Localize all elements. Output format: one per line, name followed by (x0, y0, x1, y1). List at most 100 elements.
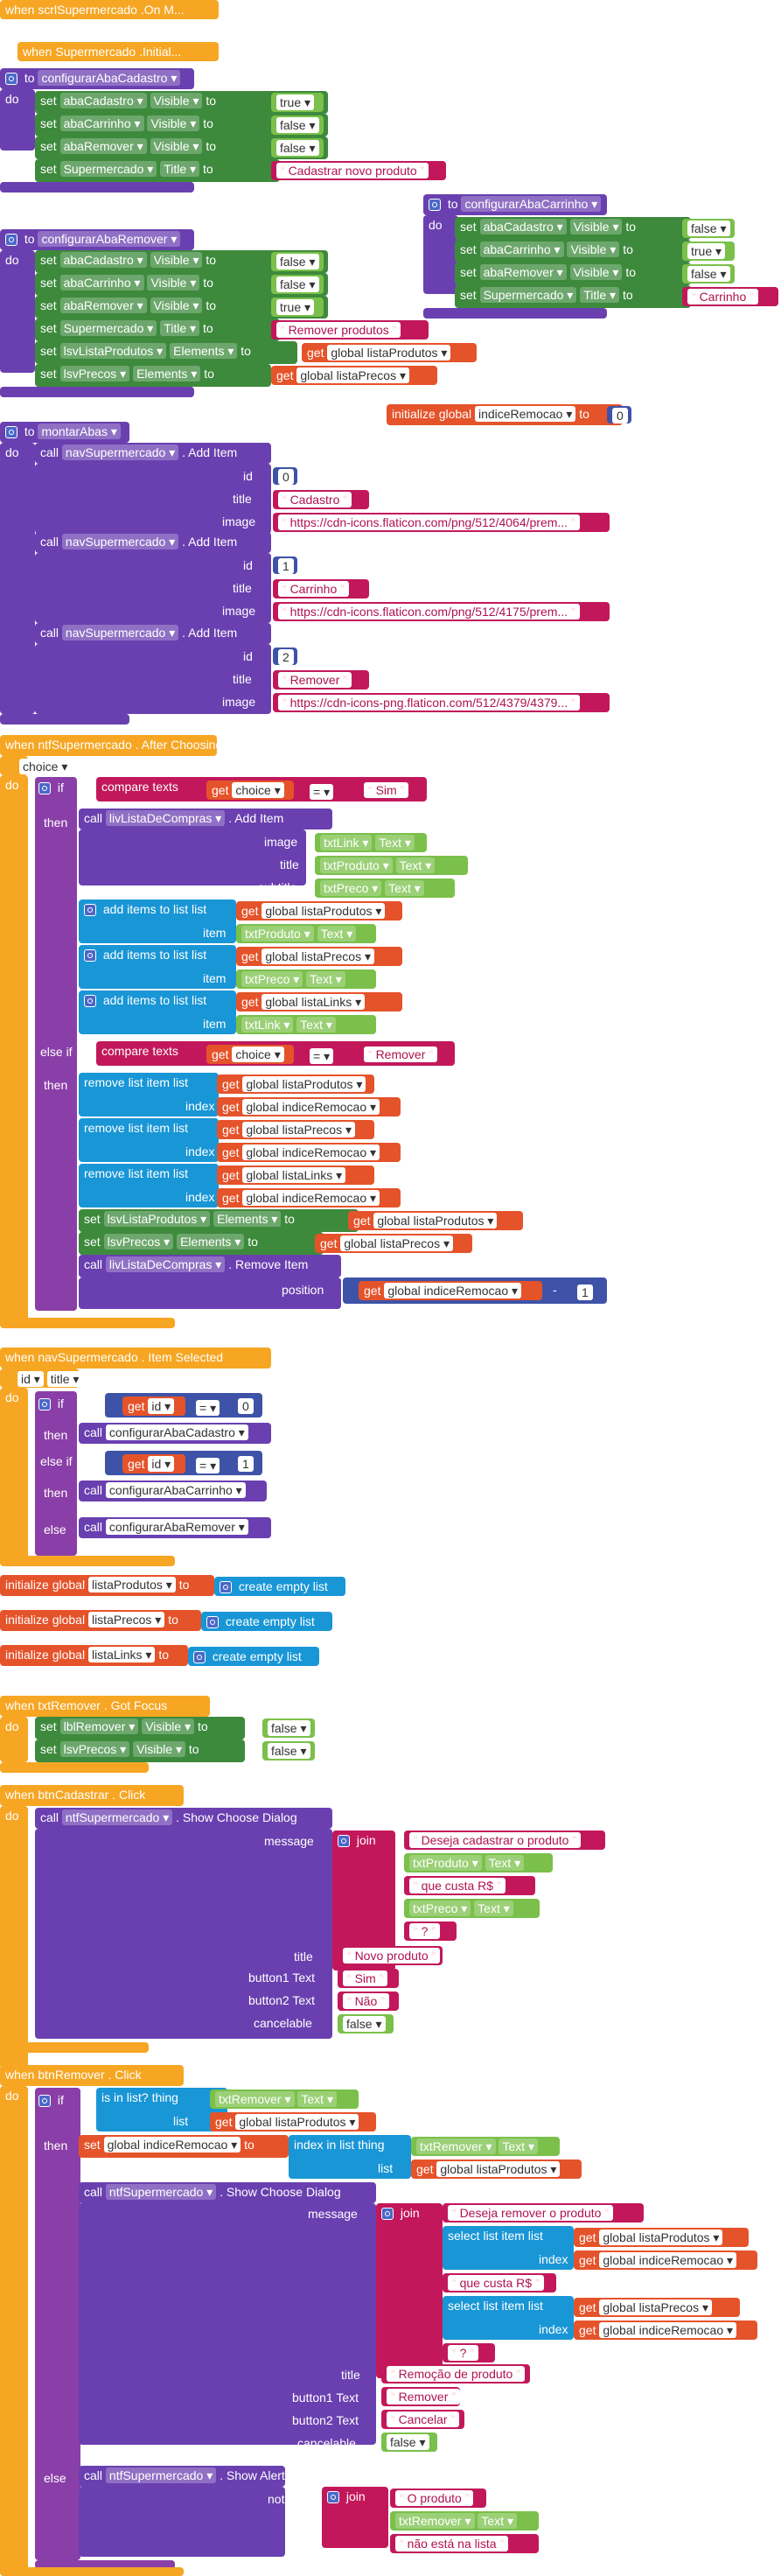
set-lsvListaProdutos-Elements[interactable]: set lsvListaProdutos ▾ Elements ▾ to (79, 1209, 359, 1232)
call-navSupermercado-AddItem[interactable]: call navSupermercado ▾ . Add Item (35, 532, 271, 553)
get-global-block[interactable]: get global listaLinks ▾ (217, 1166, 374, 1185)
remove-list-item-block[interactable]: remove list item list (79, 1164, 219, 1208)
get-global-block[interactable]: get global listaPrecos ▾ (271, 366, 437, 385)
procedure-configurarAbaRemover[interactable]: to configurarAbaRemover ▾ (0, 229, 194, 250)
url-string-block[interactable]: “ https://cdn-icons.flaticon.com/png/512… (273, 513, 610, 532)
get-global-block[interactable]: get global listaProdutos ▾ (302, 343, 477, 362)
create-empty-list[interactable]: create empty list (201, 1612, 332, 1631)
get-txtLink-Text[interactable]: txtLink ▾ Text ▾ (315, 833, 427, 852)
string-qm[interactable]: “ ? ” (443, 2343, 495, 2362)
get-global-block[interactable]: get global listaPrecos ▾ (315, 1234, 472, 1253)
event-btnCadastrar-Click[interactable]: when btnCadastrar . Click (0, 1785, 184, 1806)
get-txtProduto-Text[interactable]: txtProduto ▾ Text ▾ (315, 856, 468, 875)
false-value[interactable]: false ▾ (271, 116, 324, 135)
op-eq[interactable]: = ▾ (191, 1456, 227, 1474)
call-livListaDeCompras-RemoveItem[interactable]: call livListaDeCompras ▾ . Remove Item (79, 1255, 341, 1278)
add-items-to-list-block[interactable]: add items to list list (79, 945, 236, 989)
string-block[interactable]: “ Cadastro ” (273, 490, 369, 509)
initialize-global-indiceRemocao[interactable]: initialize global indiceRemocao ▾ to (387, 404, 623, 425)
get-id[interactable]: get id ▾ (122, 1454, 185, 1474)
op-eq[interactable]: = ▾ (191, 1398, 227, 1416)
string-nao[interactable]: “ Não ” (338, 1992, 399, 2011)
string-sim[interactable]: “ Sim ” (359, 780, 420, 800)
get-global-indiceRemocao[interactable]: get global indiceRemocao ▾ (217, 1143, 401, 1162)
select-list-item-block[interactable]: select list item list (443, 2226, 574, 2270)
get-global-block[interactable]: get global listaProdutos ▾ (236, 901, 402, 920)
call-ntfSupermercado-ShowChooseDialog[interactable]: call ntfSupermercado ▾ . Show Choose Dia… (79, 2182, 376, 2203)
string-o-produto[interactable]: “ O produto ” (390, 2488, 486, 2508)
procedure-configurarAbaCadastro[interactable]: to configurarAbaCadastro ▾ (0, 68, 194, 89)
set-Supermercado-Title-block[interactable]: set Supermercado ▾ Title ▾ to (35, 318, 280, 341)
set-Supermercado-Title-block[interactable]: set Supermercado ▾ Title ▾ to (35, 159, 280, 182)
event-txtRemover-GotFocus[interactable]: when txtRemover . Got Focus (0, 1696, 210, 1717)
is-in-list-block[interactable]: is in list? thing (96, 2088, 227, 2132)
set-abaCarrinho-Visible-block[interactable]: set abaCarrinho ▾ Visible ▾ to (455, 240, 691, 262)
false-value[interactable]: false ▾ (262, 1741, 315, 1760)
procedure-montarAbas[interactable]: to montarAbas ▾ (0, 422, 129, 443)
string-block[interactable]: “ Remover ” (273, 670, 369, 690)
op-eq[interactable]: = ▾ (304, 1046, 348, 1064)
create-empty-list[interactable]: create empty list (188, 1647, 319, 1666)
url-string-block[interactable]: “ https://cdn-icons-png.flaticon.com/512… (273, 693, 610, 712)
false-value[interactable]: false ▾ (682, 264, 735, 284)
initialize-global-list[interactable]: initialize global listaLinks ▾ to (0, 1645, 188, 1666)
string-sim[interactable]: “ Sim ” (338, 1969, 399, 1988)
set-abaCadastro-Visible-block[interactable]: set abaCadastro ▾ Visible ▾ to (455, 217, 691, 240)
get-global-indiceRemocao[interactable]: get global indiceRemocao ▾ (359, 1281, 542, 1300)
event-navSupermercado-ItemSelected[interactable]: when navSupermercado . Item Selected (0, 1348, 271, 1368)
number-1[interactable]: 1 (233, 1454, 255, 1472)
true-value[interactable]: true ▾ (682, 242, 735, 261)
call-configurarAbaCarrinho[interactable]: call configurarAbaCarrinho ▾ (79, 1480, 267, 1502)
string-msg1[interactable]: “ Deseja cadastrar o produto ” (404, 1830, 605, 1850)
false-value[interactable]: false ▾ (381, 2432, 437, 2452)
string-nao-esta[interactable]: “ não está na lista ” (390, 2534, 539, 2553)
get-global-indiceRemocao[interactable]: get global indiceRemocao ▾ (217, 1097, 401, 1116)
false-value[interactable]: false ▾ (338, 2014, 394, 2034)
string-custa[interactable]: “ que custa R$ ” (443, 2273, 556, 2292)
url-string-block[interactable]: “ https://cdn-icons.flaticon.com/png/512… (273, 602, 610, 621)
get-txtRemover-Text[interactable]: txtRemover ▾ Text ▾ (210, 2090, 359, 2109)
get-global-block[interactable]: get global listaProdutos ▾ (411, 2160, 582, 2179)
get-id[interactable]: get id ▾ (122, 1396, 185, 1416)
true-value[interactable]: true ▾ (271, 298, 324, 317)
get-comp-Text[interactable]: txtProduto ▾ Text ▾ (236, 924, 376, 943)
string-remover[interactable]: “ Remover ” (381, 2387, 460, 2406)
get-global-block[interactable]: get global listaPrecos ▾ (217, 1120, 374, 1139)
get-global-indiceRemocao[interactable]: get global indiceRemocao ▾ (574, 2320, 757, 2340)
op-eq[interactable]: = ▾ (304, 782, 348, 800)
set-lsvPrecos-Elements[interactable]: set lsvPrecos ▾ Elements ▾ to (35, 364, 271, 387)
procedure-configurarAbaCarrinho[interactable]: to configurarAbaCarrinho ▾ (423, 194, 607, 215)
number-block[interactable]: 0 (273, 467, 297, 485)
get-comp-Text[interactable]: txtPreco ▾ Text ▾ (236, 970, 376, 989)
number-block[interactable]: 0 (607, 406, 631, 424)
get-global-block[interactable]: get global listaProdutos ▾ (348, 1211, 523, 1230)
add-items-to-list-block[interactable]: add items to list list (79, 990, 236, 1034)
get-txtPreco-Text[interactable]: txtPreco ▾ Text ▾ (404, 1899, 540, 1918)
call-navSupermercado-AddItem[interactable]: call navSupermercado ▾ . Add Item (35, 443, 271, 464)
event-collapsed-2[interactable]: when Supermercado .Initial... (17, 42, 219, 61)
set-global-indiceRemocao[interactable]: set global indiceRemocao ▾ to (79, 2135, 289, 2158)
string-remocao[interactable]: “ Remoção de produto ” (381, 2364, 530, 2384)
string-cancelar[interactable]: “ Cancelar ” (381, 2410, 464, 2429)
string-custa[interactable]: “ que custa R$ ” (404, 1876, 535, 1895)
set-Supermercado-Title-block[interactable]: set Supermercado ▾ Title ▾ to (455, 285, 691, 308)
string-qm[interactable]: “ ? ” (404, 1922, 457, 1941)
title-string[interactable]: “ Remover produtos ” (271, 320, 429, 340)
get-choice[interactable]: get choice ▾ (206, 1045, 294, 1064)
remove-list-item-block[interactable]: remove list item list (79, 1118, 219, 1162)
get-global-block[interactable]: get global listaLinks ▾ (236, 992, 402, 1012)
initialize-global-list[interactable]: initialize global listaProdutos ▾ to (0, 1575, 214, 1596)
true-value[interactable]: true ▾ (271, 93, 324, 112)
set-lsvPrecos-Elements[interactable]: set lsvPrecos ▾ Elements ▾ to (79, 1232, 324, 1255)
set-lsvListaProdutos-Elements[interactable]: set lsvListaProdutos ▾ Elements ▾ to (35, 341, 297, 364)
title-string[interactable]: “ Cadastrar novo produto ” (271, 161, 446, 180)
false-value[interactable]: false ▾ (262, 1718, 315, 1738)
get-global-block[interactable]: get global listaProdutos ▾ (574, 2228, 749, 2247)
join-block[interactable]: join (376, 2203, 443, 2378)
select-list-item-block[interactable]: select list item list (443, 2296, 574, 2340)
get-txtPreco-Text[interactable]: txtPreco ▾ Text ▾ (315, 878, 455, 898)
get-global-indiceRemocao[interactable]: get global indiceRemocao ▾ (217, 1188, 401, 1208)
index-in-list-block[interactable]: index in list thing (289, 2135, 411, 2179)
set-abaRemover-Visible-block[interactable]: set abaRemover ▾ Visible ▾ to (455, 262, 691, 285)
false-value[interactable]: false ▾ (271, 138, 324, 158)
